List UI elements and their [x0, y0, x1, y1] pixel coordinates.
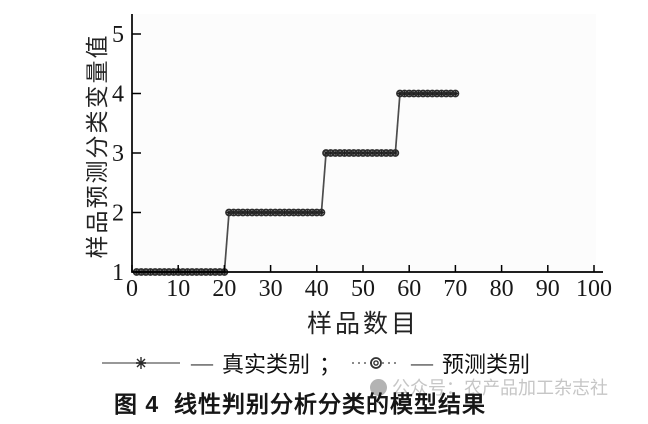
- predicted-marker: [225, 208, 233, 217]
- predicted-marker: [433, 89, 441, 98]
- predicted-marker: [345, 149, 354, 157]
- predicted-marker: [312, 208, 321, 217]
- chart-legend: — 真实类别 ； — 预测类别: [100, 348, 620, 378]
- predicted-marker: [308, 208, 317, 217]
- predicted-marker: [229, 208, 238, 217]
- y-tick-label: 2: [112, 201, 124, 227]
- legend-label-predicted: 预测类别: [442, 352, 531, 377]
- predicted-marker: [382, 149, 390, 157]
- predicted-marker: [335, 149, 344, 157]
- predicted-marker: [257, 208, 266, 217]
- predicted-marker: [262, 208, 270, 217]
- predicted-marker: [289, 208, 298, 217]
- predicted-marker: [275, 208, 284, 217]
- predicted-marker: [419, 89, 427, 98]
- predicted-marker: [331, 149, 340, 157]
- predicted-marker: [285, 208, 293, 217]
- predicted-marker: [299, 208, 307, 217]
- predicted-marker: [423, 89, 432, 98]
- predicted-marker: [243, 208, 252, 217]
- predicted-marker: [363, 149, 372, 157]
- legend-sample-true-line-star-icon: [100, 353, 182, 373]
- watermark-text: 公众号：农产品加工杂志社: [392, 378, 608, 398]
- predicted-marker: [400, 89, 409, 98]
- predicted-marker: [271, 208, 280, 217]
- predicted-marker: [451, 89, 460, 98]
- predicted-marker: [386, 149, 395, 157]
- predicted-marker: [377, 149, 386, 157]
- step-chart-plot: 0 10 20 30 40 50 60 70 80 90 100 1 2 3 4 5: [112, 14, 612, 302]
- predicted-marker: [391, 149, 400, 157]
- predicted-marker: [437, 89, 446, 98]
- y-axis-label: 样品预测分类变量值: [85, 33, 110, 259]
- predicted-marker: [322, 149, 330, 157]
- legend-label-true: 真实类别: [222, 352, 311, 377]
- predicted-marker: [238, 208, 247, 217]
- x-tick-label: 60: [397, 276, 421, 302]
- predicted-marker: [442, 89, 451, 98]
- x-tick-label: 10: [166, 276, 190, 302]
- predicted-marker: [372, 149, 381, 157]
- predicted-marker: [303, 208, 312, 217]
- predicted-marker: [354, 149, 363, 157]
- true-series-line: [136, 92, 456, 273]
- predicted-marker: [446, 89, 455, 98]
- x-tick-label: 100: [576, 276, 612, 302]
- y-tick-label: 5: [112, 22, 124, 48]
- y-tick-label: 4: [112, 82, 124, 108]
- figure-caption: 图 4 线性判别分析分类的模型结果: [114, 391, 486, 417]
- y-tick-label: 1: [112, 260, 124, 286]
- publisher-badge-icon: [370, 378, 387, 396]
- predicted-marker: [234, 208, 243, 217]
- predicted-marker: [405, 89, 414, 98]
- x-axis-label: 样品数目: [306, 311, 419, 338]
- legend-dash: —: [191, 350, 213, 375]
- predicted-marker: [326, 149, 335, 157]
- legend-separator: ；: [319, 352, 342, 377]
- predicted-marker: [368, 149, 377, 157]
- x-tick-label: 50: [351, 276, 375, 302]
- predicted-marker: [396, 89, 404, 98]
- predicted-marker: [252, 208, 261, 217]
- x-tick-label: 80: [490, 276, 514, 302]
- x-tick-label: 30: [259, 276, 283, 302]
- watermark: 公众号：农产品加工杂志社: [370, 376, 608, 398]
- y-tick-label: 3: [112, 141, 124, 167]
- x-tick-label: 70: [443, 276, 467, 302]
- predicted-marker: [340, 149, 349, 157]
- legend-sample-predicted-dotted-circle-icon: [350, 353, 402, 373]
- predicted-marker: [414, 89, 423, 98]
- predicted-marker: [409, 89, 418, 98]
- plot-area: [132, 14, 596, 272]
- predicted-marker: [248, 208, 257, 217]
- predicted-marker: [349, 149, 358, 157]
- x-tick-label: 40: [305, 276, 329, 302]
- x-tick-label: 90: [536, 276, 560, 302]
- predicted-marker: [280, 208, 289, 217]
- predicted-marker: [317, 208, 326, 217]
- legend-dash-2: —: [411, 350, 434, 375]
- predicted-marker: [266, 208, 275, 217]
- predicted-marker: [294, 208, 303, 217]
- predicted-marker: [359, 149, 367, 157]
- predicted-marker: [428, 89, 437, 98]
- x-tick-label: 0: [126, 276, 138, 302]
- x-tick-label: 20: [212, 276, 236, 302]
